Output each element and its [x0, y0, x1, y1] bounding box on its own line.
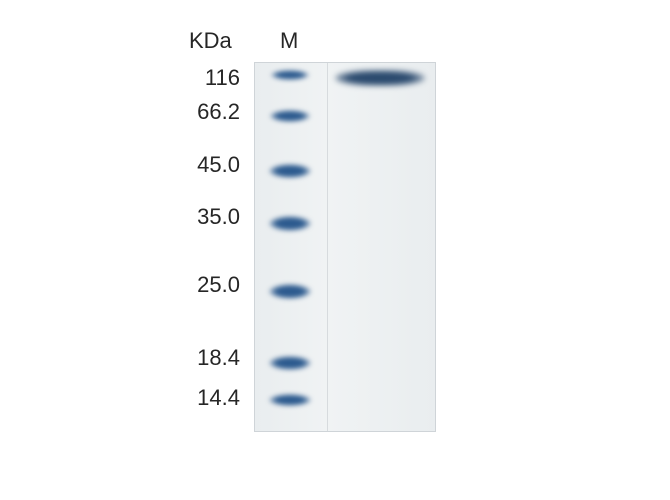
marker-band — [269, 216, 311, 231]
unit-label: KDa — [189, 28, 232, 54]
marker-band — [271, 70, 309, 80]
marker-band — [269, 164, 311, 178]
lane-separator — [327, 63, 328, 431]
marker-band — [269, 284, 311, 299]
marker-band — [269, 356, 311, 370]
marker-label: 18.4 — [197, 345, 240, 371]
marker-label: 45.0 — [197, 152, 240, 178]
marker-label: 116 — [205, 65, 240, 91]
marker-label: 35.0 — [197, 204, 240, 230]
sample-band — [335, 70, 425, 86]
marker-label: 66.2 — [197, 99, 240, 125]
marker-band — [269, 394, 311, 406]
gel-figure: KDa M 116 66.2 45.0 35.0 25.0 18.4 14.4 — [0, 0, 670, 500]
marker-band — [270, 110, 310, 122]
marker-label: 14.4 — [197, 385, 240, 411]
lane-header-m: M — [280, 28, 298, 54]
marker-label: 25.0 — [197, 272, 240, 298]
